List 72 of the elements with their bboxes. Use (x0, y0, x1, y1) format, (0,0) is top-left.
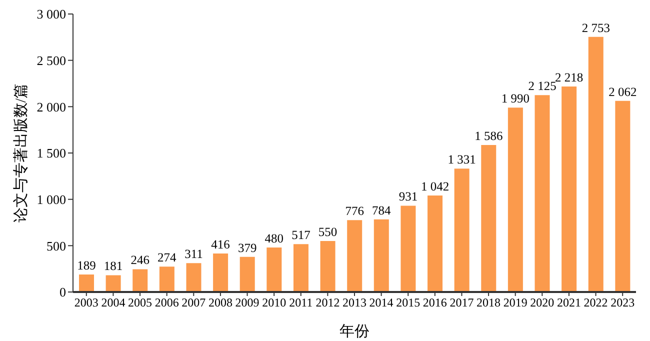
bar (374, 219, 389, 292)
bar (132, 269, 148, 292)
y-tick-label: 3 000 (36, 6, 66, 22)
bar (293, 244, 308, 292)
data-label: 2 753 (582, 20, 610, 35)
data-label: 550 (318, 225, 338, 240)
x-tick-label: 2007 (182, 296, 206, 310)
data-label: 246 (130, 253, 150, 268)
data-label: 1 042 (420, 179, 450, 194)
x-tick-label: 2005 (128, 296, 152, 310)
data-label: 517 (292, 228, 310, 242)
bar (588, 36, 604, 292)
y-tick-label: 2 000 (36, 99, 66, 114)
bar (186, 263, 202, 292)
bar (508, 108, 523, 292)
data-label: 379 (238, 240, 257, 255)
bar (159, 266, 174, 292)
y-tick-label: 2 500 (36, 52, 66, 68)
data-label: 416 (211, 237, 230, 252)
data-label: 931 (398, 190, 418, 204)
x-tick-label: 2015 (396, 296, 420, 310)
x-tick-label: 2012 (316, 296, 340, 310)
bar (79, 274, 94, 292)
data-label: 2 218 (555, 70, 584, 84)
bar (615, 100, 630, 292)
y-axis-title: 论文与专著出版数/篇 (12, 83, 30, 223)
bar (400, 206, 416, 292)
data-label: 1 331 (448, 152, 476, 167)
x-tick-label: 2010 (262, 296, 286, 310)
x-tick-label: 2023 (610, 296, 635, 310)
x-tick-label: 2011 (289, 296, 313, 310)
y-tick-label: 1 000 (36, 192, 66, 207)
x-tick-label: 2008 (208, 296, 232, 310)
x-tick-label: 2006 (154, 296, 179, 310)
y-tick-label: 1 500 (36, 146, 66, 161)
data-label: 1 990 (501, 92, 530, 106)
x-tick-label: 2020 (530, 296, 554, 310)
x-tick-label: 2019 (503, 296, 528, 310)
x-tick-label: 2009 (235, 296, 260, 310)
data-label: 274 (158, 250, 178, 265)
data-label: 480 (264, 232, 284, 246)
data-label: 181 (104, 259, 123, 274)
bar (454, 168, 470, 292)
bar (213, 253, 228, 292)
bar (534, 95, 550, 292)
x-tick-label: 2003 (74, 296, 98, 310)
x-tick-label: 2022 (584, 296, 608, 310)
y-tick-label: 500 (46, 238, 66, 254)
bar (481, 145, 496, 292)
bar (428, 195, 443, 292)
x-tick-label: 2018 (476, 296, 501, 310)
y-tick-label: 0 (60, 284, 66, 300)
bar (106, 275, 121, 292)
bar (320, 241, 336, 292)
data-label: 784 (372, 203, 392, 218)
data-label: 2 125 (528, 79, 556, 94)
data-label: 2 062 (608, 84, 637, 99)
data-label: 311 (184, 247, 203, 262)
bar (266, 248, 282, 292)
bar (562, 86, 577, 292)
x-tick-label: 2004 (101, 296, 126, 310)
x-tick-label: 2016 (422, 296, 447, 310)
x-tick-label: 2017 (450, 296, 474, 310)
x-axis-title: 年份 (340, 323, 370, 340)
data-label: 1 586 (474, 129, 503, 144)
x-tick-label: 2013 (342, 296, 366, 310)
bar (240, 256, 255, 292)
x-tick-label: 2014 (369, 296, 394, 310)
data-label: 776 (345, 204, 364, 218)
data-label: 189 (77, 258, 96, 272)
x-tick-label: 2021 (556, 296, 581, 310)
bar (347, 220, 362, 292)
